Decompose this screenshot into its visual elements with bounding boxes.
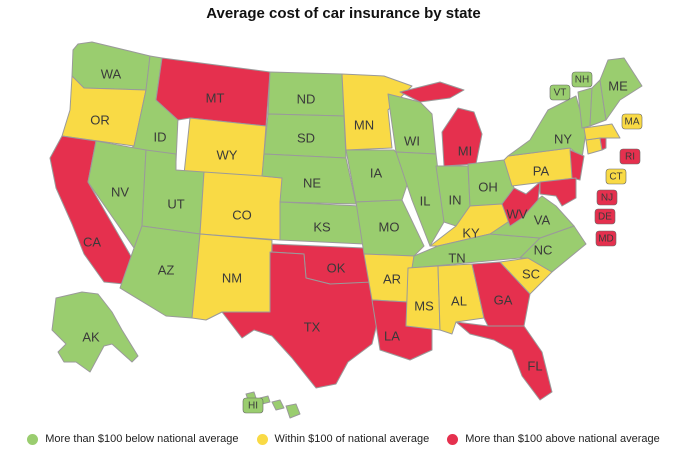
legend-item-green[interactable]: More than $100 below national average [27, 433, 239, 445]
state-label-md: MD [598, 234, 614, 245]
state-chip-ma[interactable]: MA [621, 113, 643, 130]
state-ma[interactable] [583, 123, 621, 141]
map-title: Average cost of car insurance by state [206, 5, 481, 22]
state-label-tn: TN [448, 251, 465, 266]
state-label-la: LA [384, 329, 400, 344]
legend-label-yellow: Within $100 of national average [274, 433, 430, 445]
state-chip-nj[interactable]: NJ [596, 189, 618, 206]
state-ct[interactable] [585, 137, 603, 155]
state-label-ms: MS [414, 299, 434, 314]
state-label-ri: RI [625, 152, 635, 163]
state-co[interactable] [199, 171, 283, 241]
state-label-ok: OK [327, 261, 346, 276]
state-label-fl: FL [527, 359, 542, 374]
state-label-mt: MT [206, 91, 225, 106]
state-tx[interactable] [221, 251, 379, 389]
state-label-nc: NC [534, 243, 553, 258]
state-label-pa: PA [533, 164, 550, 179]
state-label-wa: WA [101, 67, 122, 82]
state-label-vt: VT [554, 88, 567, 99]
state-ny[interactable] [507, 95, 587, 159]
state-wv[interactable] [501, 181, 541, 227]
state-chip-hi[interactable]: HI [242, 397, 264, 414]
state-nj[interactable] [569, 149, 585, 181]
state-label-ar: AR [383, 272, 401, 287]
state-chip-de[interactable]: DE [594, 208, 616, 225]
state-label-ne: NE [303, 176, 321, 191]
legend-label-green: More than $100 below national average [45, 433, 239, 445]
state-label-ut: UT [167, 197, 184, 212]
state-chip-nh[interactable]: NH [571, 71, 593, 88]
state-label-ma: MA [625, 117, 640, 128]
legend-item-yellow[interactable]: Within $100 of national average [256, 433, 430, 445]
legend-label-red: More than $100 above national average [465, 433, 660, 445]
state-label-id: ID [154, 130, 167, 145]
state-md[interactable] [539, 177, 577, 207]
state-label-nv: NV [111, 185, 129, 200]
state-label-sc: SC [522, 267, 540, 282]
state-label-ga: GA [494, 293, 513, 308]
state-chip-ri[interactable]: RI [619, 148, 641, 165]
state-label-al: AL [451, 294, 467, 309]
state-label-oh: OH [478, 180, 498, 195]
state-label-or: OR [90, 113, 110, 128]
state-label-nh: NH [575, 75, 589, 86]
state-label-il: IL [420, 194, 431, 209]
state-il[interactable] [395, 151, 445, 247]
state-label-sd: SD [297, 131, 315, 146]
state-label-nd: ND [297, 92, 316, 107]
state-label-wv: WV [507, 207, 528, 222]
state-label-mo: MO [379, 220, 400, 235]
state-label-co: CO [232, 208, 252, 223]
state-mo[interactable] [355, 199, 425, 257]
legend-swatch-green [27, 433, 39, 445]
legend-swatch-red [447, 433, 459, 445]
state-label-ca: CA [83, 235, 101, 250]
us-state-map: WA OR CA ID NV MT WY UT AZ CO NM ND SD NE KS OK TX MN IA MO… [49, 41, 643, 419]
state-label-in: IN [449, 193, 462, 208]
state-chip-ct[interactable]: CT [605, 168, 627, 185]
legend-item-red[interactable]: More than $100 above national average [447, 433, 660, 445]
state-label-az: AZ [158, 263, 175, 278]
state-label-va: VA [534, 213, 551, 228]
state-label-ks: KS [313, 220, 331, 235]
state-label-wy: WY [217, 148, 238, 163]
state-label-nj: NJ [601, 193, 613, 204]
state-label-mi: MI [458, 144, 472, 159]
state-label-ak: AK [82, 330, 100, 345]
state-label-me: ME [608, 79, 628, 94]
state-label-ct: CT [609, 172, 622, 183]
state-label-de: DE [598, 212, 612, 223]
state-chip-vt[interactable]: VT [549, 84, 571, 101]
state-label-ny: NY [554, 132, 572, 147]
state-ak[interactable] [51, 291, 139, 373]
state-label-mn: MN [354, 118, 374, 133]
state-chip-md[interactable]: MD [595, 230, 617, 247]
state-label-hi: HI [248, 401, 258, 412]
state-label-wi: WI [404, 134, 420, 149]
state-label-tx: TX [304, 320, 321, 335]
legend: More than $100 below national average Wi… [0, 433, 687, 445]
legend-swatch-yellow [256, 433, 268, 445]
state-fl[interactable] [455, 321, 553, 401]
state-label-ia: IA [370, 166, 383, 181]
state-label-nm: NM [222, 271, 242, 286]
state-label-ky: KY [462, 226, 480, 241]
state-me[interactable] [599, 57, 643, 121]
